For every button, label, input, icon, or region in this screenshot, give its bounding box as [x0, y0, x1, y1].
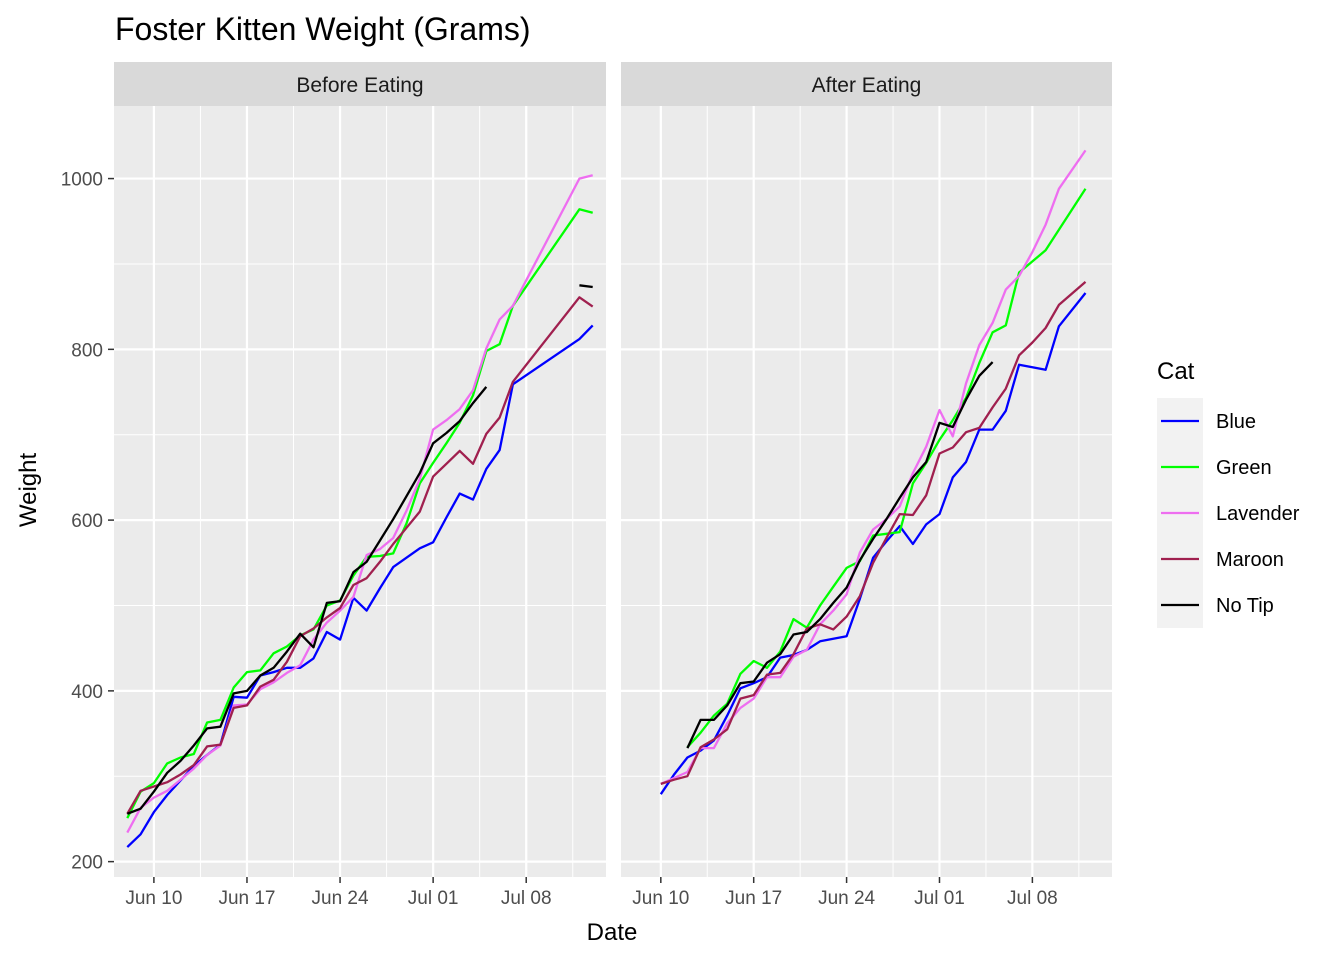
chart-title: Foster Kitten Weight (Grams)	[115, 11, 531, 47]
series-line-no-tip	[126, 386, 488, 815]
x-axes: Jun 10 Jun 17 Jun 24 Jul 01 Jul 08 Jun 10 Jun …	[125, 877, 1058, 909]
legend-title: Cat	[1157, 358, 1195, 385]
facet-strip	[621, 62, 1112, 106]
x-tick-label: Jun 17	[725, 888, 782, 909]
x-tick-label: Jun 10	[125, 888, 182, 909]
series-line-no-tip	[579, 284, 593, 289]
x-tick-label: Jun 17	[218, 888, 275, 909]
series-line-no-tip	[686, 361, 994, 749]
y-tick-label: 600	[71, 511, 103, 532]
y-tick-label: 800	[71, 340, 103, 361]
x-tick-label: Jun 24	[818, 888, 875, 909]
x-tick-label: Jun 10	[632, 888, 689, 909]
legend-label: Lavender	[1216, 503, 1300, 525]
x-tick-label: Jul 01	[914, 888, 965, 909]
legend: Cat Blue Green Lavender Maroon No Tip	[1157, 358, 1300, 628]
x-tick-label: Jul 08	[1007, 888, 1058, 909]
facet-strip-label: Before Eating	[296, 74, 423, 97]
x-tick-label: Jul 01	[408, 888, 459, 909]
series-line-maroon	[660, 281, 1087, 785]
series-line-lavender	[660, 149, 1087, 785]
x-tick-label: Jul 08	[501, 888, 552, 909]
facet-panel: After Eating	[621, 62, 1112, 877]
y-tick-label: 1000	[61, 170, 103, 191]
y-tick-label: 200	[71, 853, 103, 874]
legend-label: Blue	[1216, 411, 1256, 433]
legend-label: Maroon	[1216, 549, 1284, 571]
facet-strip-label: After Eating	[812, 74, 922, 97]
facet-panels: Before Eating After Eating	[114, 62, 1112, 877]
facet-strip	[114, 62, 606, 106]
y-axis-title: Weight	[15, 453, 42, 528]
y-axis: 200 400 600 800 1000	[61, 170, 114, 874]
x-axis-title: Date	[587, 919, 638, 946]
legend-label: Green	[1216, 457, 1272, 479]
legend-label: No Tip	[1216, 595, 1274, 617]
series-line-maroon	[126, 296, 594, 815]
series-line-lavender	[126, 174, 593, 834]
plot-panel-background	[114, 106, 606, 877]
series-line-green	[686, 188, 1087, 748]
series-line-blue	[126, 324, 594, 848]
facet-panel: Before Eating	[114, 62, 606, 877]
x-tick-label: Jun 24	[312, 888, 369, 909]
y-tick-label: 400	[71, 682, 103, 703]
